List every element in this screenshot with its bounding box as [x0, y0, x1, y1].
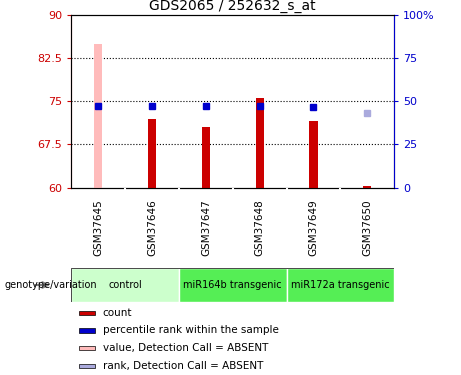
Bar: [148, 118, 156, 188]
Text: miR172a transgenic: miR172a transgenic: [291, 280, 390, 290]
Text: GSM37650: GSM37650: [362, 200, 372, 256]
Title: GDS2065 / 252632_s_at: GDS2065 / 252632_s_at: [149, 0, 316, 13]
Text: control: control: [108, 280, 142, 290]
Text: percentile rank within the sample: percentile rank within the sample: [103, 326, 279, 336]
Text: GSM37645: GSM37645: [93, 200, 103, 256]
Bar: [79, 346, 95, 350]
Bar: [79, 310, 95, 315]
Text: count: count: [103, 308, 132, 318]
Text: miR164b transgenic: miR164b transgenic: [183, 280, 282, 290]
Text: GSM37646: GSM37646: [147, 200, 157, 256]
Text: GSM37648: GSM37648: [254, 200, 265, 256]
Text: genotype/variation: genotype/variation: [5, 280, 97, 290]
Bar: [179, 268, 287, 302]
Bar: [79, 328, 95, 333]
Bar: [95, 44, 102, 188]
Text: GSM37647: GSM37647: [201, 200, 211, 256]
Text: GSM37649: GSM37649: [308, 200, 319, 256]
Text: rank, Detection Call = ABSENT: rank, Detection Call = ABSENT: [103, 361, 263, 371]
Bar: [363, 186, 371, 188]
Bar: [79, 364, 95, 368]
Bar: [309, 122, 318, 188]
Text: value, Detection Call = ABSENT: value, Detection Call = ABSENT: [103, 343, 268, 353]
Bar: [202, 127, 210, 188]
Bar: [256, 98, 264, 188]
Bar: [71, 268, 179, 302]
Bar: [287, 268, 394, 302]
